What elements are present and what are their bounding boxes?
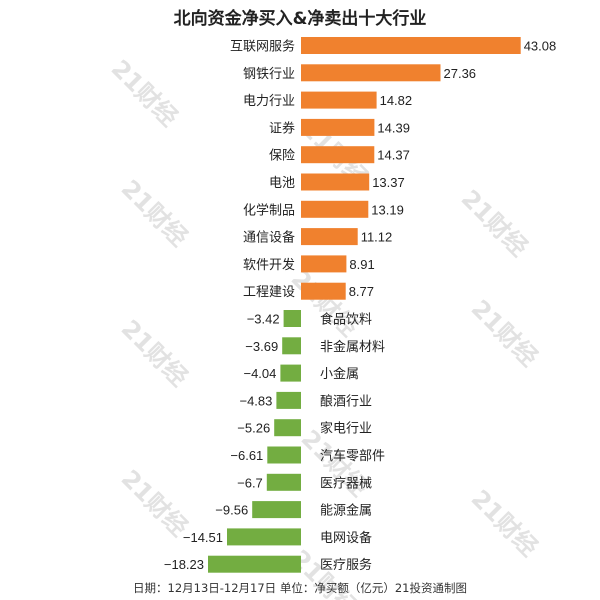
- bar-15: [274, 419, 301, 437]
- bar-7: [301, 200, 369, 218]
- value-label: 8.77: [349, 284, 374, 299]
- category-label: 非金属材料: [320, 339, 385, 355]
- category-label: 钢铁行业: [243, 67, 295, 82]
- value-label: −6.7: [237, 475, 263, 490]
- value-label: −3.42: [247, 312, 280, 327]
- labels-layer: 互联网服务 43.08 钢铁行业 27.36 电力行业 14.82 证券 14.39 保险 14.…: [164, 39, 556, 574]
- value-label: −5.26: [237, 421, 270, 436]
- watermark-text: 21财经: [106, 54, 183, 131]
- bar-3: [301, 91, 377, 109]
- watermark-text: 21财经: [116, 174, 193, 251]
- watermark-text: 21财经: [466, 294, 543, 371]
- value-label: −9.56: [215, 503, 248, 518]
- bar-5: [301, 146, 375, 164]
- category-label: 证券: [269, 120, 295, 136]
- watermark-text: 21财经: [116, 314, 193, 391]
- bar-20: [208, 555, 301, 573]
- bar-11: [283, 310, 301, 327]
- bar-6: [301, 173, 370, 191]
- value-label: −6.61: [230, 448, 263, 463]
- value-label: 14.39: [377, 120, 410, 135]
- category-label: 医疗器械: [320, 476, 372, 491]
- value-label: 8.91: [349, 257, 374, 272]
- category-label: 通信设备: [243, 230, 295, 246]
- bar-16: [267, 446, 301, 464]
- bar-9: [301, 255, 347, 273]
- watermark-text: 21财经: [456, 184, 533, 261]
- value-label: 27.36: [444, 66, 477, 81]
- bar-14: [276, 391, 301, 409]
- category-label: 能源金属: [320, 503, 372, 519]
- chart-footer: 日期：12月13日-12月17日 单位：净买额（亿元）21投资通制图: [133, 581, 467, 595]
- bar-2: [301, 64, 441, 82]
- category-label: 小金属: [320, 366, 359, 382]
- category-label: 医疗服务: [320, 557, 372, 573]
- watermark-text: 21财经: [116, 464, 193, 541]
- bar-18: [252, 501, 301, 519]
- value-label: 14.37: [377, 148, 410, 163]
- value-label: −4.83: [239, 393, 272, 408]
- value-label: 11.12: [361, 230, 393, 245]
- chart-title: 北向资金净买入&净卖出十大行业: [173, 9, 427, 29]
- value-label: −3.69: [245, 339, 278, 354]
- watermark-text: 21财经: [466, 484, 543, 561]
- value-label: −4.04: [243, 366, 276, 381]
- category-label: 电池: [269, 176, 295, 191]
- value-label: 13.19: [371, 202, 404, 217]
- value-label: 43.08: [524, 39, 557, 54]
- category-label: 工程建设: [243, 285, 295, 300]
- bar-4: [301, 118, 375, 136]
- category-label: 保险: [269, 149, 295, 164]
- bar-10: [301, 282, 346, 300]
- value-label: −18.23: [164, 557, 204, 572]
- bar-8: [301, 228, 358, 246]
- category-label: 电力行业: [243, 94, 295, 109]
- category-label: 互联网服务: [230, 39, 295, 55]
- bar-1: [301, 37, 521, 54]
- bar-17: [266, 473, 301, 491]
- watermark-text: 21财经: [286, 264, 363, 341]
- value-label: 14.82: [380, 93, 413, 108]
- value-label: 13.37: [372, 175, 405, 190]
- bar-12: [282, 337, 301, 355]
- category-label: 食品饮料: [320, 312, 372, 328]
- category-label: 汽车零部件: [320, 448, 385, 464]
- category-label: 化学制品: [243, 202, 295, 218]
- category-label: 软件开发: [243, 257, 295, 273]
- bar-13: [280, 364, 301, 382]
- category-label: 酿酒行业: [320, 393, 372, 409]
- bar-19: [227, 528, 301, 546]
- value-label: −14.51: [183, 530, 223, 545]
- category-label: 电网设备: [320, 530, 372, 546]
- bars-layer: [208, 37, 521, 573]
- category-label: 家电行业: [320, 421, 372, 437]
